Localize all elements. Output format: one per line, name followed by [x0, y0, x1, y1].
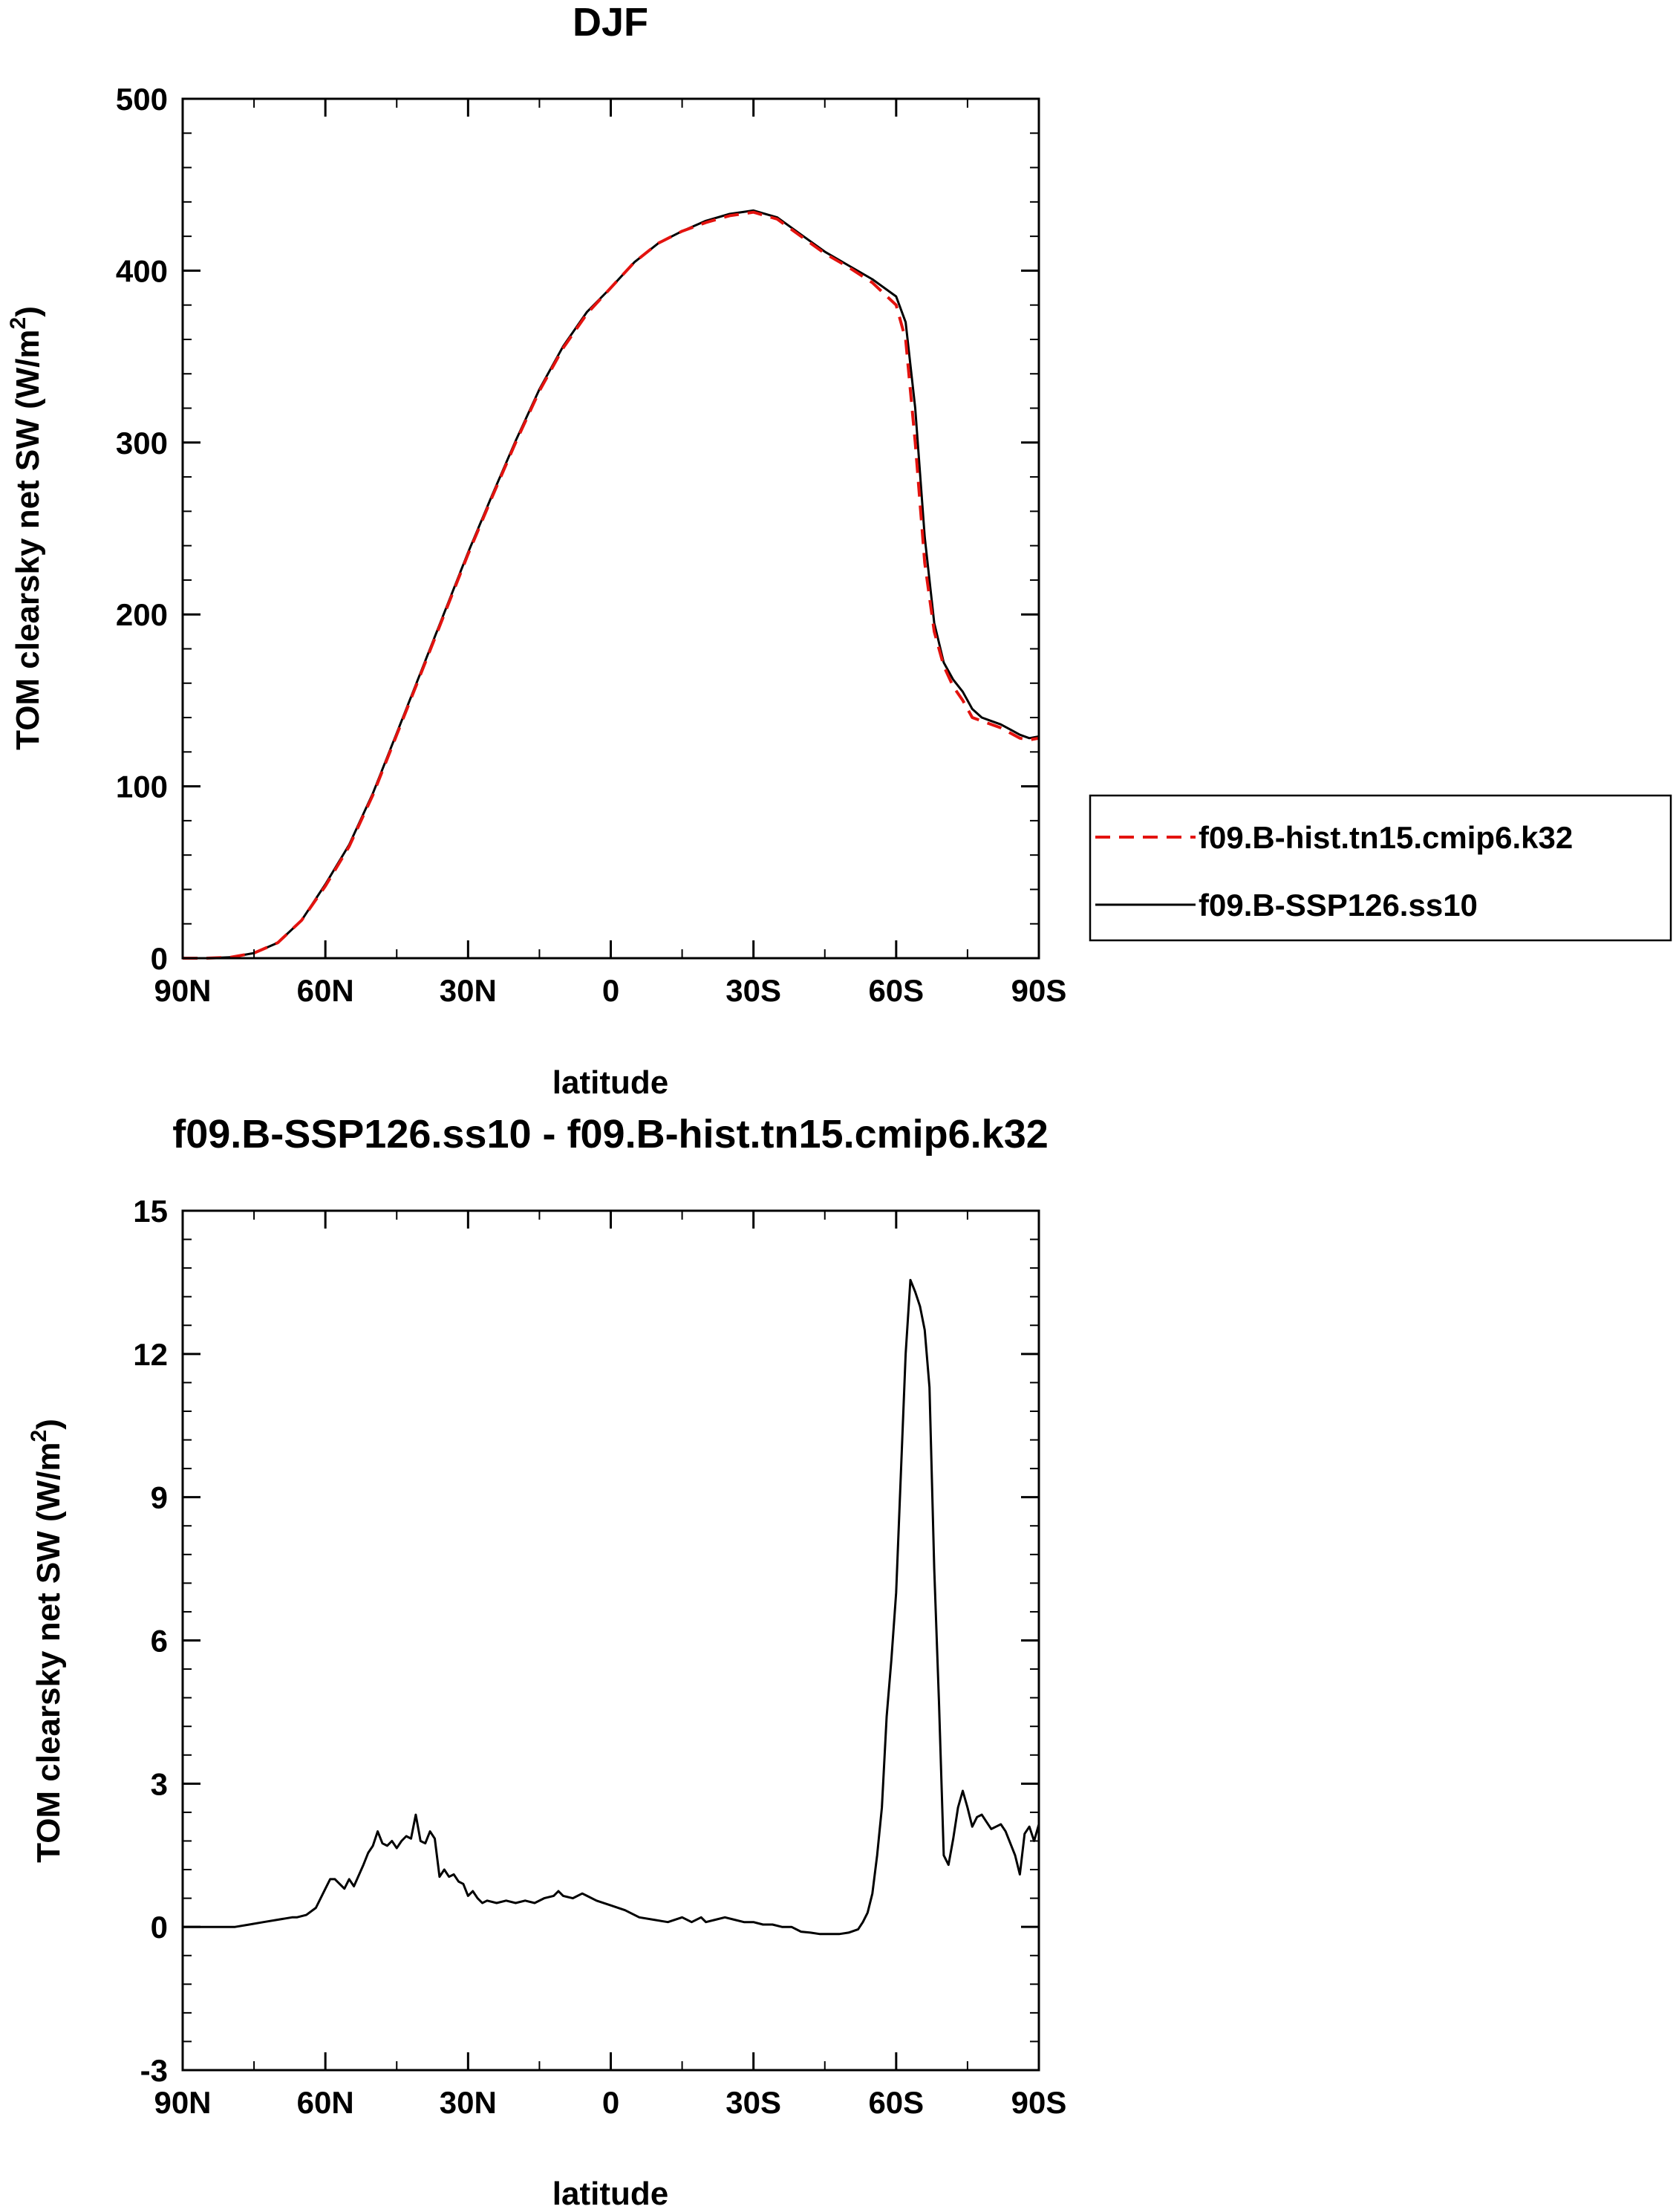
top-x-tick-label: 30N — [440, 973, 497, 1008]
bottom-y-axis-title-main: TOM clearsky net SW (W/m — [30, 1442, 67, 1862]
top-y-tick-label: 0 — [151, 941, 168, 976]
bottom-series-layer — [183, 1278, 1040, 1936]
top-y-axis-title-sup: 2 — [6, 317, 30, 330]
top-x-tick-label: 60N — [297, 973, 354, 1008]
bottom-y-tick-label: 9 — [151, 1480, 168, 1515]
top-y-tick-label: 300 — [116, 426, 168, 461]
bottom-ticks — [181, 1209, 1040, 2072]
bottom-plot-frame — [181, 1209, 1040, 2072]
top-panel: DJF 90N 60N 30N 0 30S 60S 90S 0 100 200 … — [6, 0, 1672, 1101]
bottom-y-tick-labels: -3 0 3 6 9 12 15 — [133, 1194, 168, 2088]
bottom-y-tick-label: 6 — [151, 1624, 168, 1659]
bottom-x-tick-labels: 90N 60N 30N 0 30S 60S 90S — [154, 2085, 1066, 2120]
top-series-layer — [183, 209, 1040, 960]
top-y-tick-label: 200 — [116, 597, 168, 632]
bottom-y-tick-label: -3 — [140, 2053, 168, 2088]
top-y-tick-label: 400 — [116, 253, 168, 288]
bottom-series-line-difference — [183, 1278, 1040, 1936]
bottom-y-tick-label: 12 — [133, 1337, 168, 1372]
top-y-axis-title-close: ) — [10, 306, 46, 317]
bottom-y-tick-label: 15 — [133, 1194, 168, 1229]
bottom-x-axis-title: latitude — [552, 2176, 668, 2212]
legend-label-hist: f09.B-hist.tn15.cmip6.k32 — [1199, 820, 1573, 855]
bottom-y-tick-label: 0 — [151, 1910, 168, 1945]
bottom-x-tick-label: 30S — [725, 2085, 781, 2120]
bottom-y-axis-title: TOM clearsky net SW (W/m2) — [27, 1419, 67, 1863]
bottom-x-tick-label: 30N — [440, 2085, 497, 2120]
top-y-tick-label: 500 — [116, 82, 168, 117]
top-ticks — [181, 97, 1040, 960]
bottom-y-axis-title-close: ) — [30, 1419, 67, 1430]
top-x-tick-label: 90S — [1011, 973, 1067, 1008]
top-x-tick-label: 60S — [868, 973, 924, 1008]
top-series-line-ssp — [183, 209, 1040, 960]
top-x-tick-label: 0 — [602, 973, 619, 1008]
legend-box — [1089, 794, 1672, 942]
bottom-x-tick-label: 90N — [154, 2085, 211, 2120]
top-x-tick-label: 30S — [725, 973, 781, 1008]
top-y-tick-labels: 0 100 200 300 400 500 — [116, 82, 168, 976]
legend-label-ssp: f09.B-SSP126.ss10 — [1199, 888, 1478, 923]
bottom-x-tick-label: 60N — [297, 2085, 354, 2120]
top-plot-frame — [181, 97, 1040, 960]
top-y-axis-title: TOM clearsky net SW (W/m2) — [6, 306, 46, 750]
top-x-tick-label: 90N — [154, 973, 211, 1008]
top-y-axis-title-main: TOM clearsky net SW (W/m — [10, 329, 46, 749]
top-chart-title: DJF — [573, 0, 648, 45]
legend: f09.B-hist.tn15.cmip6.k32 f09.B-SSP126.s… — [1089, 794, 1672, 942]
top-series-line-hist — [183, 210, 1040, 960]
bottom-y-axis-title-sup: 2 — [27, 1430, 51, 1442]
bottom-x-tick-label: 60S — [868, 2085, 924, 2120]
bottom-y-tick-label: 3 — [151, 1766, 168, 1801]
top-x-axis-title: latitude — [552, 1064, 668, 1101]
top-y-tick-label: 100 — [116, 770, 168, 804]
top-x-tick-labels: 90N 60N 30N 0 30S 60S 90S — [154, 973, 1066, 1008]
bottom-panel: f09.B-SSP126.ss10 - f09.B-hist.tn15.cmip… — [27, 1112, 1066, 2212]
bottom-chart-title: f09.B-SSP126.ss10 - f09.B-hist.tn15.cmip… — [172, 1112, 1049, 1157]
bottom-x-tick-label: 90S — [1011, 2085, 1067, 2120]
bottom-x-tick-label: 0 — [602, 2085, 619, 2120]
